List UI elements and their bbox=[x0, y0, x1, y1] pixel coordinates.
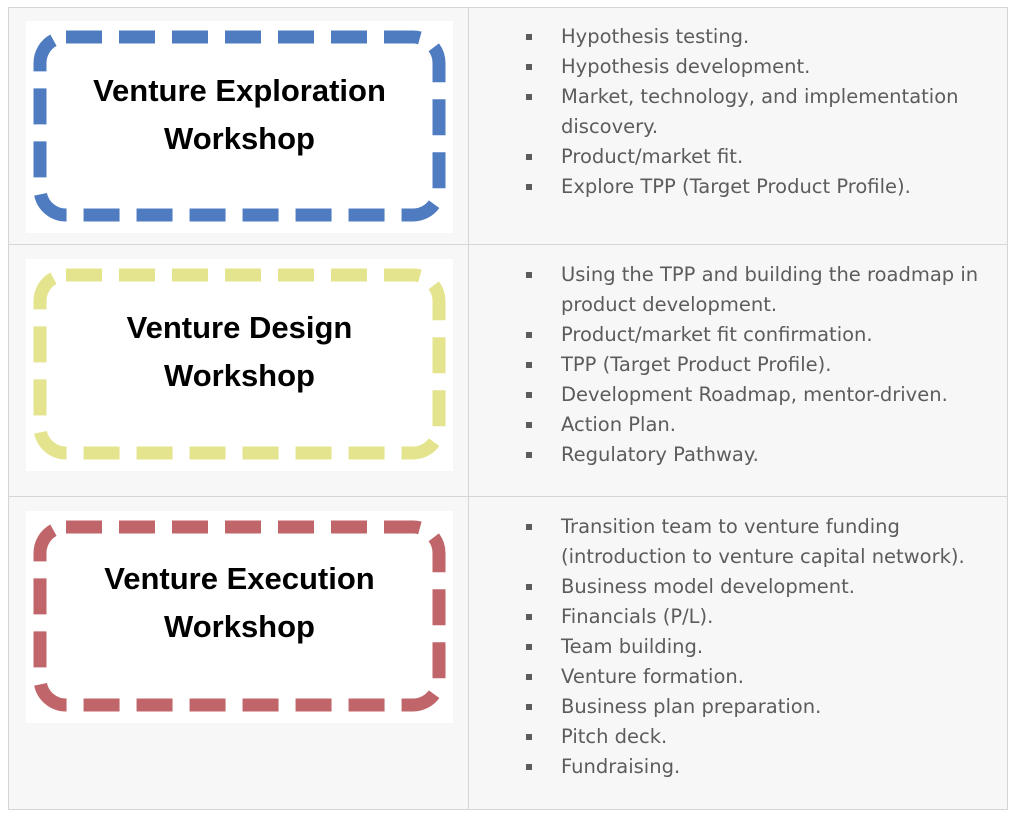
workshop-title-line1: Venture Exploration bbox=[93, 73, 386, 108]
list-item-text: Pitch deck. bbox=[561, 725, 668, 748]
list-item-text: Team building. bbox=[561, 635, 704, 658]
list-item: Action Plan. bbox=[526, 410, 987, 440]
square-bullet-icon bbox=[526, 154, 532, 160]
workshop-table: Venture Exploration Workshop Hypothesis … bbox=[8, 7, 1008, 810]
list-item: Using the TPP and building the roadmap i… bbox=[526, 260, 987, 320]
workshop-details-cell: Using the TPP and building the roadmap i… bbox=[469, 245, 1007, 496]
list-item-text: Explore TPP (Target Product Profile). bbox=[561, 175, 911, 198]
list-item: Product/market fit. bbox=[526, 142, 987, 172]
table-row: Venture Exploration Workshop Hypothesis … bbox=[9, 8, 1007, 245]
list-item: Business model development. bbox=[526, 572, 987, 602]
square-bullet-icon bbox=[526, 332, 532, 338]
list-item: TPP (Target Product Profile). bbox=[526, 350, 987, 380]
workshop-title: Venture Execution Workshop bbox=[26, 555, 453, 651]
square-bullet-icon bbox=[526, 524, 532, 530]
bullet-list: Transition team to venture funding (intr… bbox=[526, 512, 987, 782]
list-item-text: Fundraising. bbox=[561, 755, 681, 778]
square-bullet-icon bbox=[526, 392, 532, 398]
square-bullet-icon bbox=[526, 272, 532, 278]
workshop-title: Venture Design Workshop bbox=[26, 304, 453, 400]
square-bullet-icon bbox=[526, 584, 532, 590]
list-item-text: Hypothesis testing. bbox=[561, 25, 750, 48]
list-item-text: Business model development. bbox=[561, 575, 855, 598]
list-item-text: Business plan preparation. bbox=[561, 695, 822, 718]
list-item-text: Transition team to venture funding (intr… bbox=[561, 515, 965, 568]
workshop-details-cell: Hypothesis testing. Hypothesis developme… bbox=[469, 8, 1007, 244]
list-item: Regulatory Pathway. bbox=[526, 440, 987, 470]
workshop-card: Venture Design Workshop bbox=[26, 259, 453, 471]
list-item: Business plan preparation. bbox=[526, 692, 987, 722]
dashed-frame-icon bbox=[33, 268, 446, 460]
list-item-text: Development Roadmap, mentor-driven. bbox=[561, 383, 948, 406]
square-bullet-icon bbox=[526, 764, 532, 770]
workshop-card: Venture Exploration Workshop bbox=[26, 21, 453, 233]
list-item: Financials (P/L). bbox=[526, 602, 987, 632]
list-item: Market, technology, and implementation d… bbox=[526, 82, 987, 142]
bullet-list: Hypothesis testing. Hypothesis developme… bbox=[526, 22, 987, 202]
square-bullet-icon bbox=[526, 362, 532, 368]
dashed-frame bbox=[33, 268, 446, 460]
workshop-details-cell: Transition team to venture funding (intr… bbox=[469, 497, 1007, 809]
workshop-cell: Venture Design Workshop bbox=[9, 245, 469, 496]
list-item: Hypothesis development. bbox=[526, 52, 987, 82]
square-bullet-icon bbox=[526, 452, 532, 458]
workshop-cell: Venture Exploration Workshop bbox=[9, 8, 469, 244]
workshop-title-line2: Workshop bbox=[164, 358, 315, 393]
list-item-text: Using the TPP and building the roadmap i… bbox=[561, 263, 979, 316]
square-bullet-icon bbox=[526, 422, 532, 428]
square-bullet-icon bbox=[526, 734, 532, 740]
list-item-text: Hypothesis development. bbox=[561, 55, 811, 78]
square-bullet-icon bbox=[526, 704, 532, 710]
dashed-frame bbox=[33, 520, 446, 712]
list-item: Fundraising. bbox=[526, 752, 987, 782]
square-bullet-icon bbox=[526, 184, 532, 190]
list-item-text: Regulatory Pathway. bbox=[561, 443, 759, 466]
dashed-frame-icon bbox=[33, 520, 446, 712]
dashed-frame bbox=[33, 30, 446, 222]
list-item: Hypothesis testing. bbox=[526, 22, 987, 52]
square-bullet-icon bbox=[526, 644, 532, 650]
list-item-text: Product/market fit confirmation. bbox=[561, 323, 873, 346]
workshop-title-line1: Venture Design bbox=[126, 310, 353, 345]
list-item: Development Roadmap, mentor-driven. bbox=[526, 380, 987, 410]
square-bullet-icon bbox=[526, 64, 532, 70]
list-item: Explore TPP (Target Product Profile). bbox=[526, 172, 987, 202]
list-item-text: Action Plan. bbox=[561, 413, 676, 436]
list-item: Team building. bbox=[526, 632, 987, 662]
dashed-frame-icon bbox=[33, 30, 446, 222]
list-item: Venture formation. bbox=[526, 662, 987, 692]
square-bullet-icon bbox=[526, 94, 532, 100]
workshop-cell: Venture Execution Workshop bbox=[9, 497, 469, 809]
list-item-text: Financials (P/L). bbox=[561, 605, 714, 628]
list-item-text: TPP (Target Product Profile). bbox=[561, 353, 832, 376]
workshop-title-line2: Workshop bbox=[164, 121, 315, 156]
square-bullet-icon bbox=[526, 614, 532, 620]
workshop-title-line2: Workshop bbox=[164, 609, 315, 644]
square-bullet-icon bbox=[526, 674, 532, 680]
square-bullet-icon bbox=[526, 34, 532, 40]
list-item: Transition team to venture funding (intr… bbox=[526, 512, 987, 572]
workshop-title-line1: Venture Execution bbox=[104, 561, 375, 596]
workshop-title: Venture Exploration Workshop bbox=[26, 67, 453, 163]
list-item-text: Product/market fit. bbox=[561, 145, 744, 168]
list-item-text: Market, technology, and implementation d… bbox=[561, 85, 959, 138]
list-item: Product/market fit confirmation. bbox=[526, 320, 987, 350]
list-item: Pitch deck. bbox=[526, 722, 987, 752]
list-item-text: Venture formation. bbox=[561, 665, 744, 688]
workshop-card: Venture Execution Workshop bbox=[26, 511, 453, 723]
table-row: Venture Design Workshop Using the TPP an… bbox=[9, 245, 1007, 497]
bullet-list: Using the TPP and building the roadmap i… bbox=[526, 260, 987, 470]
table-row: Venture Execution Workshop Transition te… bbox=[9, 497, 1007, 809]
